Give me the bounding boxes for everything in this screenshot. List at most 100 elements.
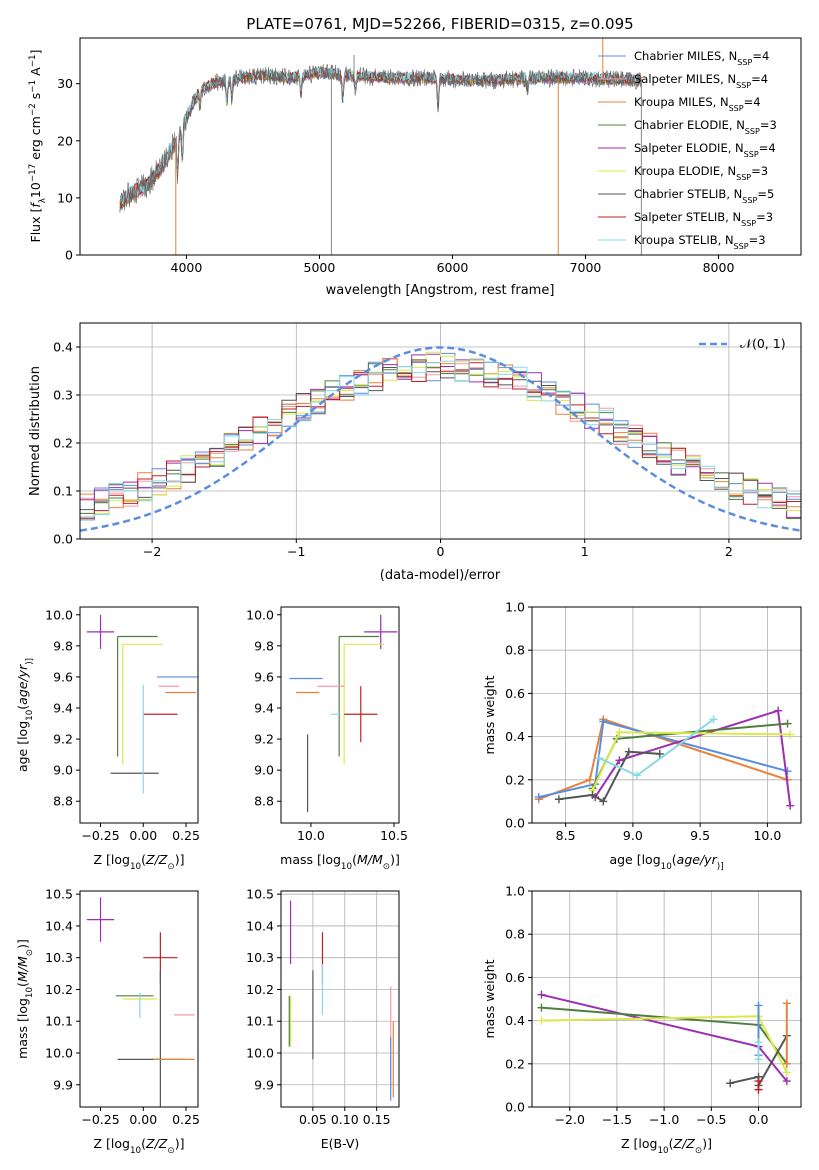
y-tick-label: 0.4 xyxy=(505,1013,525,1028)
legend: Chabrier MILES, NSSP=4 Salpeter MILES, NS… xyxy=(598,49,777,251)
y-tick-label: 10.2 xyxy=(45,982,73,997)
legend-label-chabrier_stelib: Chabrier STELIB, NSSP=5 xyxy=(634,187,774,205)
marker-chabrier_stelib xyxy=(726,1079,735,1088)
marker-salpeter_elodie xyxy=(786,801,795,810)
x-tick-label: 5000 xyxy=(304,260,336,275)
y-tick-label: 8.8 xyxy=(53,794,73,809)
y-tick-label: 0.3 xyxy=(53,388,73,403)
marker-chabrier_stelib xyxy=(588,790,597,799)
x-tick-label: 9.5 xyxy=(690,828,710,843)
y-tick-label: 10 xyxy=(57,190,73,205)
x-tick-label: −1 xyxy=(287,544,305,559)
y-tick-label: 10.0 xyxy=(45,1046,73,1061)
axes-mass_vs_Z: −0.25 0.00 0.25 9.9 10.0 10.1 10.2 10.3 10.4 10.5… xyxy=(15,887,200,1156)
x-axis-label: Z [log10(Z/Z⊙)] xyxy=(94,852,185,872)
legend-label-salpeter_miles: Salpeter MILES, NSSP=4 xyxy=(634,72,768,90)
plot-area-age_vs_Z xyxy=(86,614,198,794)
y-tick-label: 10.0 xyxy=(45,607,73,622)
plot-area-mass_vs_Z xyxy=(86,897,195,1107)
y-tick-label: 9.6 xyxy=(254,669,274,684)
y-tick-label: 10.5 xyxy=(246,887,274,902)
y-tick-label: 9.0 xyxy=(254,763,274,778)
x-tick-label: −1.5 xyxy=(602,1112,632,1127)
legend-label-kroupa_miles: Kroupa MILES, NSSP=4 xyxy=(634,95,761,113)
histogram-kroupa_stelib xyxy=(80,358,801,518)
y-tick-label: 9.6 xyxy=(53,669,73,684)
axes-mass_vs_ebv: 0.05 0.10 0.15 9.9 10.0 10.1 10.2 10.3 10.4 10.5 E… xyxy=(246,887,400,1151)
marker-salpeter_stelib xyxy=(754,1077,763,1086)
normal-curve xyxy=(80,346,801,532)
y-tick-label: 0.6 xyxy=(505,686,525,701)
x-tick-label: 0.15 xyxy=(363,1112,391,1127)
marker-salpeter_elodie xyxy=(774,706,783,715)
y-tick-label: 1.0 xyxy=(505,600,525,615)
y-axis-label: mass [log10(M/M⊙)] xyxy=(15,939,35,1059)
y-tick-label: 9.0 xyxy=(53,763,73,778)
y-tick-label: 10.4 xyxy=(246,918,274,933)
y-tick-label: 0.0 xyxy=(53,532,73,547)
x-tick-label: 6000 xyxy=(437,260,469,275)
marker-kroupa_stelib xyxy=(595,754,604,763)
legend-label-chabrier_miles: Chabrier MILES, NSSP=4 xyxy=(634,49,769,67)
axes-frame xyxy=(79,890,199,1108)
x-axis-label: (data-model)/error xyxy=(380,568,501,583)
y-tick-label: 0.1 xyxy=(53,484,73,499)
x-tick-label: 0.00 xyxy=(129,1112,157,1127)
x-tick-label: 0.00 xyxy=(129,828,157,843)
y-tick-label: 0.0 xyxy=(505,1100,525,1115)
y-axis-label: mass weight xyxy=(482,675,497,754)
y-axis-label: Flux [fλ10−17 erg cm−2 s−1 A−1] xyxy=(28,50,48,243)
plot-area-mass_vs_ebv xyxy=(288,900,394,1101)
marker-salpeter_elodie xyxy=(782,1077,791,1086)
x-tick-label: −0.25 xyxy=(81,828,119,843)
marker-kroupa_stelib xyxy=(709,715,718,724)
y-tick-label: 0.6 xyxy=(505,970,525,985)
axes-age_vs_Z: −0.25 0.00 0.25 8.8 9.0 9.2 9.4 9.6 9.8 10.0 Z [lo… xyxy=(15,606,200,872)
model-spectrum-chabrier_stelib xyxy=(119,66,642,209)
legend-label-salpeter_stelib: Salpeter STELIB, NSSP=3 xyxy=(634,210,773,228)
axes-spectrum: 4000 5000 6000 7000 8000 0 10 20 30 Flux [fλ10−17… xyxy=(28,37,802,298)
x-tick-label: −1.0 xyxy=(649,1112,679,1127)
y-axis-label: mass weight xyxy=(482,959,497,1038)
marker-kroupa_elodie xyxy=(615,728,624,737)
model-spectrum-kroupa_elodie xyxy=(119,66,642,210)
x-tick-label: 0.25 xyxy=(172,828,200,843)
marker-chabrier_miles xyxy=(754,1001,763,1010)
legend-label-kroupa_stelib: Kroupa STELIB, NSSP=3 xyxy=(634,233,766,251)
y-tick-label: 30 xyxy=(57,76,73,91)
x-tick-label: 7000 xyxy=(570,260,602,275)
x-tick-label: 2 xyxy=(725,544,733,559)
x-axis-label: Z [log10(Z/Z⊙)] xyxy=(621,1136,712,1156)
y-tick-label: 9.2 xyxy=(53,732,73,747)
y-tick-label: 0.8 xyxy=(505,643,525,658)
plot-area-weight_vs_age xyxy=(534,706,795,810)
x-axis-label: wavelength [Angstrom, rest frame] xyxy=(326,283,555,298)
histogram-salpeter_elodie xyxy=(80,353,801,518)
legend-label-kroupa_elodie: Kroupa ELODIE, NSSP=3 xyxy=(634,164,768,182)
marker-salpeter_stelib xyxy=(754,1085,763,1094)
x-tick-label: 0.05 xyxy=(299,1112,327,1127)
x-tick-label: 0.25 xyxy=(172,1112,200,1127)
y-tick-label: 0.2 xyxy=(53,436,73,451)
y-tick-label: 9.8 xyxy=(254,638,274,653)
y-tick-label: 9.9 xyxy=(53,1077,73,1092)
y-tick-label: 0.0 xyxy=(505,816,525,831)
histogram-chabrier_stelib xyxy=(80,359,801,511)
legend-label-chabrier_elodie: Chabrier ELODIE, NSSP=3 xyxy=(634,118,777,136)
legend-label-normal: 𝒩(0, 1) xyxy=(740,336,786,351)
x-tick-label: 0 xyxy=(437,544,445,559)
y-tick-label: 10.2 xyxy=(246,982,274,997)
marker-salpeter_elodie xyxy=(615,756,624,765)
y-tick-label: 0.4 xyxy=(505,729,525,744)
marker-chabrier_elodie xyxy=(783,719,792,728)
marker-chabrier_stelib xyxy=(599,797,608,806)
axes-weight_vs_age: 8.5 9.0 9.5 10.0 0.0 0.2 0.4 0.6 0.8 1.0 age [log1… xyxy=(482,600,802,872)
y-tick-label: 9.4 xyxy=(254,701,274,716)
y-tick-label: 0 xyxy=(65,248,73,263)
marker-kroupa_miles xyxy=(585,775,594,784)
marker-kroupa_miles xyxy=(782,999,791,1008)
x-tick-label: 10.5 xyxy=(380,828,408,843)
x-tick-label: −2.0 xyxy=(555,1112,585,1127)
x-axis-label: age [log10(age/yr)] xyxy=(609,852,723,872)
marker-salpeter_elodie xyxy=(537,990,546,999)
